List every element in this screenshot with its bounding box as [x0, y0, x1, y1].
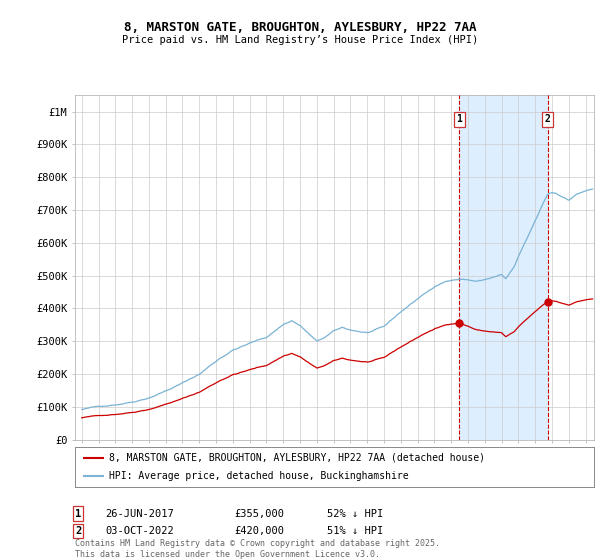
Text: 51% ↓ HPI: 51% ↓ HPI	[327, 526, 383, 536]
Text: 1: 1	[75, 508, 81, 519]
Text: 03-OCT-2022: 03-OCT-2022	[105, 526, 174, 536]
Text: 52% ↓ HPI: 52% ↓ HPI	[327, 508, 383, 519]
Text: £355,000: £355,000	[234, 508, 284, 519]
Bar	[460, 95, 548, 440]
Text: Price paid vs. HM Land Registry’s House Price Index (HPI): Price paid vs. HM Land Registry’s House …	[122, 35, 478, 45]
Text: Contains HM Land Registry data © Crown copyright and database right 2025.
This d: Contains HM Land Registry data © Crown c…	[75, 539, 440, 559]
Text: 8, MARSTON GATE, BROUGHTON, AYLESBURY, HP22 7AA (detached house): 8, MARSTON GATE, BROUGHTON, AYLESBURY, H…	[109, 453, 485, 463]
Text: 26-JUN-2017: 26-JUN-2017	[105, 508, 174, 519]
Text: 2: 2	[75, 526, 81, 536]
Text: HPI: Average price, detached house, Buckinghamshire: HPI: Average price, detached house, Buck…	[109, 472, 409, 481]
Text: 1: 1	[457, 114, 463, 124]
Text: 8, MARSTON GATE, BROUGHTON, AYLESBURY, HP22 7AA: 8, MARSTON GATE, BROUGHTON, AYLESBURY, H…	[124, 21, 476, 34]
Text: £420,000: £420,000	[234, 526, 284, 536]
Text: 2: 2	[545, 114, 551, 124]
